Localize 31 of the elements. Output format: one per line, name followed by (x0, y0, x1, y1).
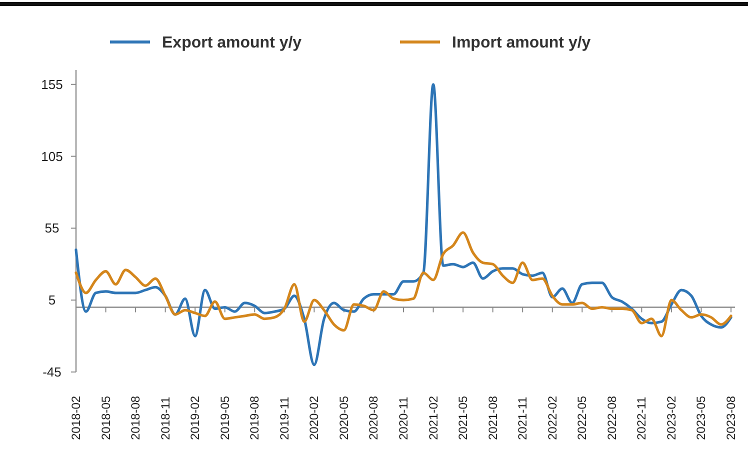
x-tick-label: 2019-02 (188, 396, 202, 440)
x-tick-label: 2020-02 (307, 396, 322, 440)
x-tick-label: 2019-05 (218, 396, 232, 440)
x-tick-label: 2023-05 (694, 396, 708, 440)
x-tick-label: 2020-05 (336, 396, 351, 440)
x-tick-label: 2023-02 (664, 396, 678, 440)
x-tick-label: 2018-08 (128, 396, 143, 440)
x-tick-label: 2021-02 (426, 396, 440, 440)
x-tick-label: 2018-05 (98, 396, 113, 440)
x-tick-label: 2018-02 (69, 396, 83, 440)
x-tick-label: 2019-11 (277, 396, 292, 440)
y-tick-label: -45 (42, 364, 62, 380)
x-tick-label: 2022-11 (634, 396, 649, 440)
x-tick-label: 2022-02 (545, 396, 560, 440)
y-tick-label: 105 (41, 148, 63, 164)
x-tick-label: 2020-08 (366, 396, 381, 440)
x-tick-label: 2023-08 (724, 396, 738, 440)
x-tick-label: 2021-05 (456, 396, 470, 440)
x-tick-label: 2019-08 (248, 396, 262, 440)
line-series (74, 231, 732, 338)
y-tick-label: 55 (44, 220, 60, 236)
y-tick-label: 5 (48, 292, 56, 308)
legend-label: Export amount y/y (162, 34, 302, 52)
x-tick-label: 2022-05 (575, 396, 590, 440)
x-tick-label: 2021-11 (516, 396, 530, 440)
x-tick-label: 2020-11 (396, 396, 410, 440)
x-tick-label: 2021-08 (486, 396, 500, 440)
y-tick-label: 155 (41, 76, 63, 92)
x-tick-label: 2018-11 (158, 396, 172, 440)
legend-label: Import amount y/y (452, 34, 591, 52)
x-tick-label: 2022-08 (604, 396, 619, 440)
